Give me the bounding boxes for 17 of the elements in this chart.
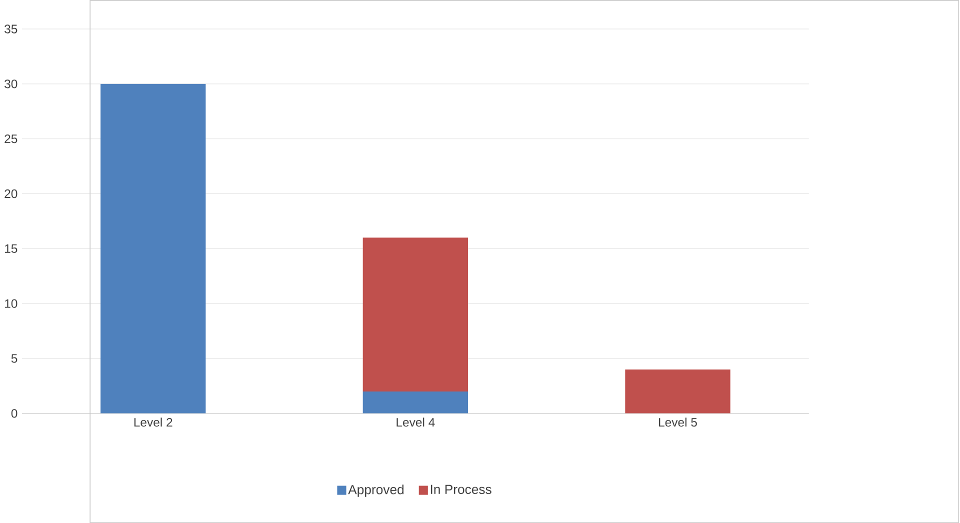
bar: [100, 84, 206, 414]
legend-label: Approved: [348, 484, 404, 497]
y-tick-label: 30: [4, 80, 18, 88]
bar: [362, 238, 468, 392]
y-tick-label: 5: [11, 354, 18, 363]
y-tick-label: 15: [5, 244, 18, 253]
y-tick-label: 10: [5, 299, 18, 308]
y-tick-label: 25: [4, 134, 18, 144]
y-tick-label: 0: [11, 409, 18, 418]
bar: [362, 391, 468, 414]
y-tick-label: 35: [4, 24, 18, 34]
bar: [625, 369, 730, 414]
x-tick-label: Level 4: [396, 418, 435, 427]
x-tick-label: Level 2: [134, 418, 172, 427]
y-tick-label: 20: [4, 189, 18, 198]
x-tick-label: Level 5: [659, 418, 697, 427]
legend-label: In Process: [430, 484, 492, 494]
